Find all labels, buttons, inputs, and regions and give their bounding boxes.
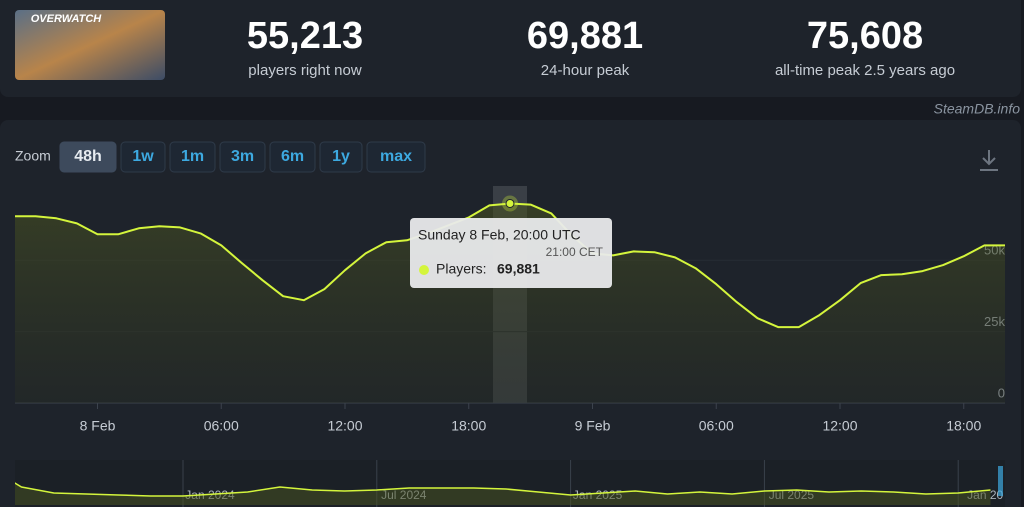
zoom-button-bg[interactable]	[219, 141, 266, 173]
x-tick-label: 9 Feb	[575, 418, 611, 434]
zoom-button-bg[interactable]	[120, 141, 166, 173]
tooltip-box	[410, 218, 612, 288]
x-tick-label: 18:00	[946, 418, 981, 434]
zoom-button[interactable]: 6m	[269, 141, 316, 173]
navigator-area	[15, 483, 991, 505]
stat-value: 55,213	[247, 15, 363, 57]
highlight-point	[505, 198, 515, 208]
zoom-button-label[interactable]: 48h	[74, 148, 102, 165]
navigator-line	[15, 482, 991, 497]
zoom-button-label[interactable]: 1w	[132, 148, 154, 165]
download-icon[interactable]	[980, 150, 998, 171]
stat-value: 75,608	[807, 15, 923, 57]
tooltip-value: 69,881	[497, 261, 540, 277]
zoom-button-bg[interactable]	[169, 141, 216, 173]
logo-text: OVERWATCH	[31, 13, 103, 25]
zoom-button-label[interactable]: 1y	[332, 148, 350, 165]
stat-label: all-time peak 2.5 years ago	[775, 62, 955, 79]
zoom-button-label[interactable]: 1m	[181, 148, 204, 165]
zoom-button[interactable]: 48h	[59, 141, 117, 173]
zoom-button[interactable]: 1m	[169, 141, 216, 173]
tooltip-label: Players:	[436, 261, 487, 277]
zoom-button[interactable]: 1w	[120, 141, 166, 173]
zoom-label: Zoom	[15, 148, 51, 164]
zoom-button-bg[interactable]	[269, 141, 316, 173]
navigator-handle[interactable]	[998, 466, 1003, 496]
zoom-button[interactable]: 1y	[319, 141, 363, 173]
zoom-button-bg[interactable]	[366, 141, 426, 173]
stat-label: 24-hour peak	[541, 62, 630, 79]
zoom-button-label[interactable]: 3m	[231, 148, 254, 165]
x-tick-label: 06:00	[204, 418, 239, 434]
watermark: SteamDB.info	[934, 101, 1021, 117]
zoom-button-bg[interactable]	[59, 141, 117, 173]
tooltip-title: Sunday 8 Feb, 20:00 UTC	[418, 227, 581, 243]
zoom-button[interactable]: 3m	[219, 141, 266, 173]
x-tick-label: 06:00	[699, 418, 734, 434]
tooltip-subtitle: 21:00 CET	[546, 245, 604, 259]
x-tick-label: 18:00	[451, 418, 486, 434]
game-logo	[15, 10, 165, 80]
x-tick-label: 8 Feb	[80, 418, 116, 434]
zoom-button-label[interactable]: max	[380, 148, 412, 165]
zoom-button-label[interactable]: 6m	[281, 148, 304, 165]
stat-label: players right now	[248, 62, 362, 79]
header-panel	[0, 0, 1021, 97]
x-tick-label: 12:00	[327, 418, 362, 434]
area	[15, 203, 1005, 403]
navigator: Jan 2024Jul 2024Jan 2025Jul 2025Jan 20	[15, 460, 1004, 507]
zoom-button-bg[interactable]	[319, 141, 363, 173]
zoom-button[interactable]: max	[366, 141, 426, 173]
tooltip-swatch	[419, 265, 429, 275]
x-tick-label: 12:00	[822, 418, 857, 434]
stat-value: 69,881	[527, 15, 643, 57]
